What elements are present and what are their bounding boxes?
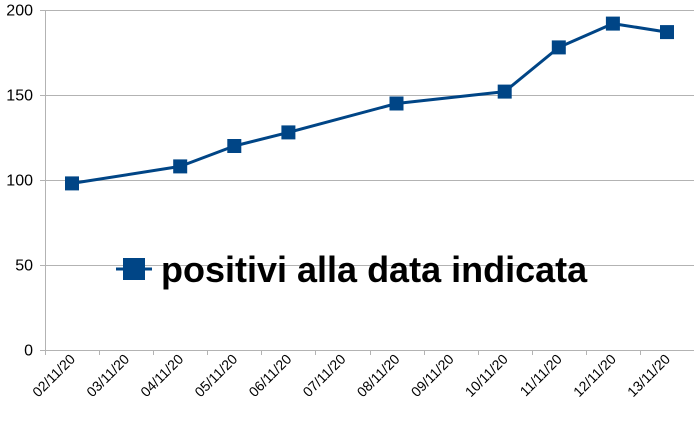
legend-label: positivi alla data indicata: [161, 249, 588, 290]
x-tick-label: 03/11/20: [83, 351, 132, 400]
series-line: [71, 22, 668, 185]
x-tick-label: 10/11/20: [462, 351, 511, 400]
x-tick-label: 11/11/20: [517, 351, 566, 400]
x-tick-label: 06/11/20: [245, 351, 294, 400]
data-point-marker: [389, 96, 404, 111]
y-tick-label: 50: [15, 258, 33, 275]
data-point-marker: [497, 84, 512, 99]
legend: positivi alla data indicata: [116, 249, 588, 290]
y-tick-label: 100: [6, 173, 33, 190]
data-point-marker: [227, 139, 242, 153]
x-tick-label: 08/11/20: [354, 351, 403, 400]
y-tick-labels: 0 50 100 150 200: [6, 3, 33, 360]
data-point-marker: [281, 125, 296, 140]
data-point-marker: [660, 25, 674, 40]
series: [65, 16, 674, 191]
gridlines: [45, 10, 694, 351]
x-tick-label: 09/11/20: [408, 351, 457, 400]
x-tick-label: 12/11/20: [570, 351, 619, 400]
x-tick-label: 07/11/20: [299, 351, 348, 400]
x-tick-label: 02/11/20: [29, 351, 78, 400]
x-tick-labels: 02/11/20 03/11/20 04/11/20 05/11/20 06/11/20…: [29, 351, 673, 400]
y-tick-label: 150: [6, 88, 33, 105]
y-tick-label: 0: [24, 343, 33, 360]
legend-marker-swatch: [123, 258, 145, 280]
x-tick-label: 13/11/20: [624, 351, 673, 400]
axes: [40, 10, 641, 355]
data-point-marker: [605, 16, 620, 31]
data-point-marker: [65, 176, 79, 191]
data-point-marker: [551, 40, 566, 55]
x-tick-label: 05/11/20: [191, 351, 240, 400]
data-point-marker: [173, 159, 188, 174]
y-tick-label: 200: [6, 3, 33, 20]
x-tick-label: 04/11/20: [137, 351, 186, 400]
